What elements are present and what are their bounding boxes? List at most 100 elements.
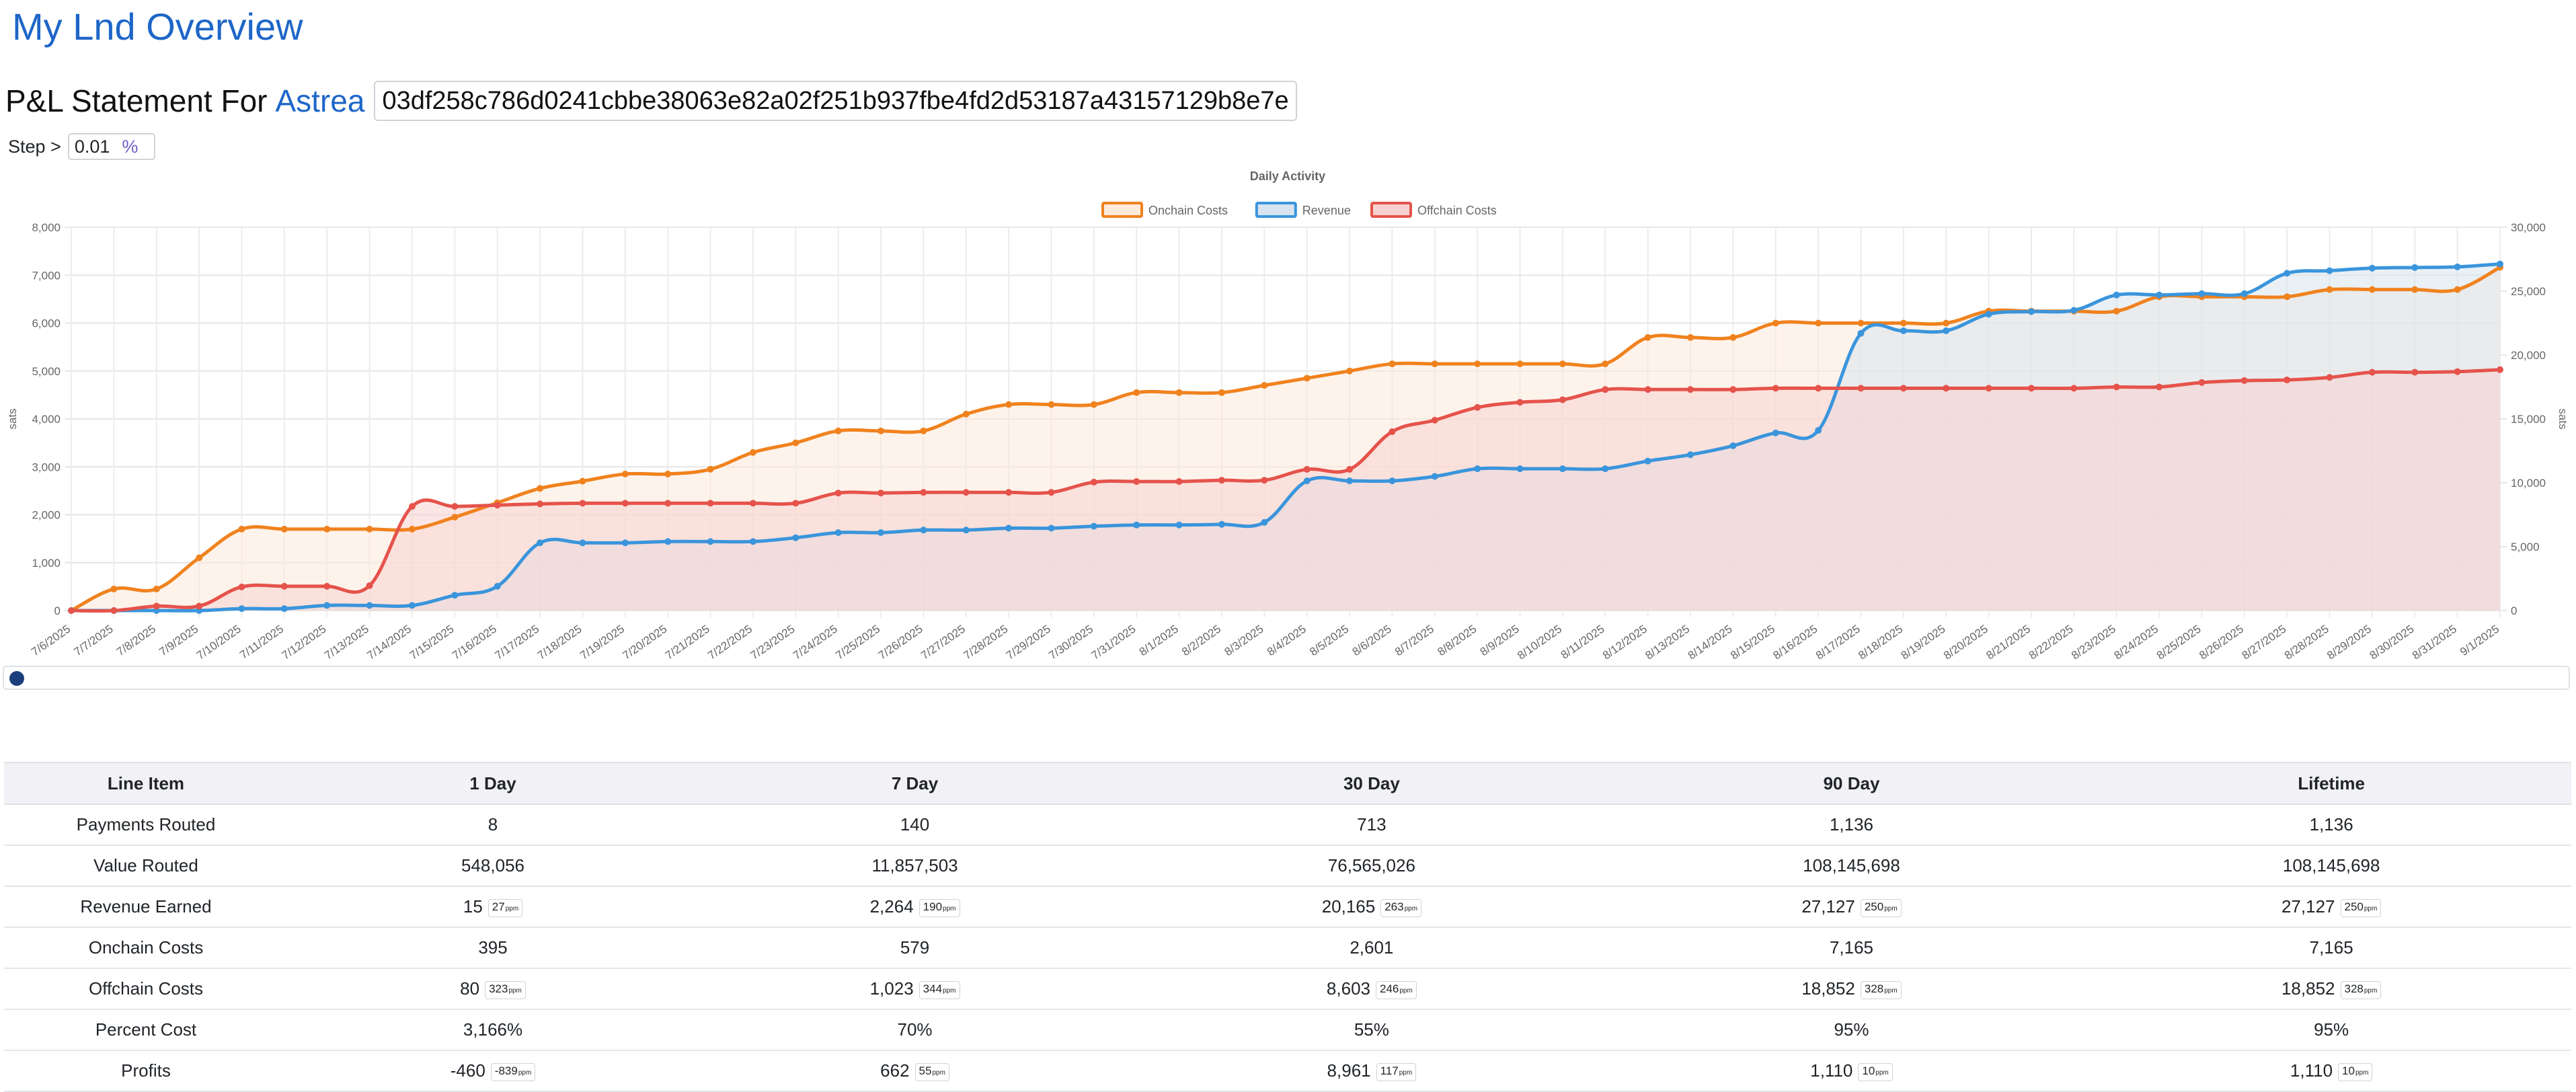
x-tick-label: 7/27/2025 — [919, 623, 968, 662]
column-header: 1 Day — [288, 762, 699, 805]
y-right-tick-label: 0 — [2511, 604, 2517, 617]
point-offchain-costs — [1985, 385, 1992, 392]
table-cell: 20,165 263ppm — [1132, 886, 1612, 928]
ppm-unit: ppm — [1399, 1068, 1413, 1077]
point-revenue — [2240, 290, 2248, 297]
point-offchain-costs — [2326, 374, 2333, 381]
table-header-row: Line Item 1 Day 7 Day 30 Day 90 Day Lifetime — [4, 762, 2571, 805]
table-cell: 7,165 — [2091, 927, 2571, 969]
range-slider-handle[interactable] — [9, 671, 24, 686]
point-revenue — [749, 538, 756, 545]
chart-title: Daily Activity — [1250, 169, 1325, 183]
table-cell: 1,110 10ppm — [1611, 1050, 2092, 1092]
x-tick-label: 9/1/2025 — [2458, 623, 2501, 659]
legend-swatch-offchain-costs — [1370, 202, 1412, 218]
line-onchain-costs — [70, 266, 2501, 613]
x-tick-label: 7/13/2025 — [322, 623, 371, 662]
table-cell: 27,127 250ppm — [2091, 886, 2571, 928]
cell-value: 579 — [900, 937, 930, 958]
x-tick-label: 8/29/2025 — [2325, 623, 2374, 662]
point-onchain-costs — [621, 470, 629, 477]
point-offchain-costs — [1857, 385, 1865, 392]
y-left-tick-label: 5,000 — [32, 365, 61, 378]
x-tick-label: 7/20/2025 — [621, 623, 670, 662]
point-onchain-costs — [2368, 286, 2376, 293]
x-tick-label: 8/21/2025 — [1984, 623, 2033, 662]
x-tick-label: 8/30/2025 — [2368, 623, 2417, 662]
point-revenue — [621, 539, 629, 547]
point-offchain-costs — [2156, 383, 2163, 391]
cell-value: 27,127 — [1801, 896, 1855, 916]
table-cell: 1,136 — [1611, 804, 2092, 846]
step-unit: % — [122, 136, 139, 157]
point-revenue — [2113, 291, 2120, 299]
pl-heading: P&L Statement For Astrea 03df258c786d024… — [5, 79, 1297, 122]
point-onchain-costs — [579, 477, 586, 485]
x-tick-label: 8/2/2025 — [1179, 623, 1223, 659]
point-onchain-costs — [1005, 401, 1013, 408]
ppm-value: 263 — [1384, 900, 1404, 913]
node-alias-link[interactable]: Astrea — [275, 83, 365, 118]
y-right-tick-label: 15,000 — [2511, 413, 2546, 426]
x-tick-label: 7/12/2025 — [280, 623, 329, 662]
cell-value: 108,145,698 — [1803, 855, 1900, 875]
row-label: Offchain Costs — [4, 968, 288, 1010]
point-onchain-costs — [920, 427, 927, 434]
table-row: Revenue Earned 15 27ppm 2,264 190ppm 20,165 26… — [4, 886, 2571, 928]
point-onchain-costs — [1474, 360, 1481, 368]
point-offchain-costs — [2368, 368, 2376, 376]
point-offchain-costs — [1218, 477, 1225, 484]
cell-value: 8,961 — [1327, 1060, 1371, 1081]
point-revenue — [1900, 327, 1907, 334]
table-cell: 15 27ppm — [288, 886, 699, 928]
chart-legend[interactable]: Onchain Costs Revenue Offchain Costs — [1101, 202, 1497, 218]
point-revenue — [1474, 465, 1481, 473]
x-tick-label: 7/16/2025 — [450, 623, 499, 662]
point-onchain-costs — [1090, 401, 1097, 408]
cell-value: 95% — [1834, 1019, 1869, 1040]
x-tick-label: 8/10/2025 — [1515, 623, 1564, 662]
point-revenue — [1985, 311, 1992, 318]
table-row: Percent Cost 3,166% 70% 55% 95% 95% — [4, 1009, 2571, 1051]
range-slider[interactable] — [3, 666, 2570, 690]
point-revenue — [1389, 477, 1396, 485]
ppm-value: 323 — [489, 982, 508, 995]
point-offchain-costs — [537, 500, 544, 508]
point-revenue — [1005, 524, 1013, 532]
point-revenue — [2070, 307, 2078, 314]
point-onchain-costs — [834, 427, 842, 434]
point-offchain-costs — [962, 489, 970, 496]
ppm-badge: 10ppm — [2338, 1062, 2373, 1081]
point-onchain-costs — [1261, 382, 1268, 389]
ppm-value: 117 — [1380, 1064, 1399, 1077]
y-right-tick-label: 20,000 — [2511, 349, 2546, 362]
ppm-badge: 323ppm — [485, 980, 526, 999]
point-offchain-costs — [2027, 385, 2035, 392]
column-header: 30 Day — [1132, 762, 1612, 805]
row-label: Payments Routed — [4, 804, 288, 846]
x-tick-label: 8/8/2025 — [1435, 623, 1479, 659]
column-header: Line Item — [4, 762, 288, 805]
cell-value: 11,857,503 — [871, 855, 958, 875]
chart-areas — [71, 264, 2500, 611]
point-offchain-costs — [707, 500, 714, 507]
point-revenue — [1602, 465, 1609, 473]
chart-points — [68, 260, 2503, 614]
cell-value: 18,852 — [1801, 978, 1855, 999]
step-input[interactable]: 0.01 % — [67, 133, 155, 160]
x-tick-label: 7/25/2025 — [833, 623, 882, 662]
table-cell: 140 — [698, 804, 1132, 846]
ppm-value: -839 — [494, 1064, 518, 1077]
cell-value: 1,023 — [869, 978, 914, 999]
pubkey-field[interactable]: 03df258c786d0241cbbe38063e82a02f251b937f… — [374, 81, 1297, 121]
point-offchain-costs — [877, 490, 884, 497]
point-offchain-costs — [792, 500, 799, 507]
cell-value: 1,136 — [1829, 814, 1874, 834]
point-onchain-costs — [1900, 319, 1907, 327]
x-tick-label: 7/21/2025 — [663, 623, 712, 662]
point-revenue — [238, 605, 245, 613]
point-offchain-costs — [1943, 385, 1950, 392]
daily-activity-chart: 0 1,000 2,000 3,000 4,000 5,000 6,000 7,000 8,00… — [6, 169, 2569, 662]
ppm-badge: 10ppm — [1858, 1062, 1893, 1081]
x-tick-label: 8/3/2025 — [1222, 623, 1265, 659]
